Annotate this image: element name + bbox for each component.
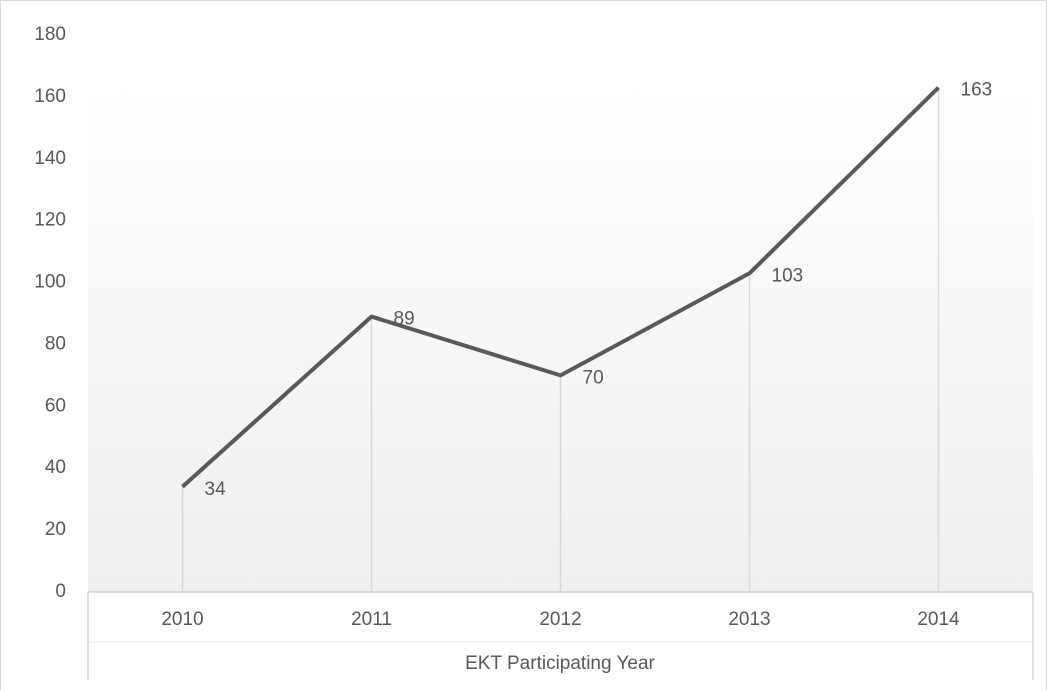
y-tick-label: 60	[45, 395, 66, 416]
y-tick-label: 140	[34, 148, 66, 169]
y-tick-label: 40	[45, 457, 66, 478]
y-tick-label: 100	[34, 272, 66, 293]
x-axis-title: EKT Participating Year	[465, 653, 655, 674]
data-label: 70	[583, 367, 604, 388]
y-tick-label: 180	[34, 24, 66, 45]
y-tick-label: 160	[34, 86, 66, 107]
x-tick-label: 2010	[161, 609, 203, 630]
y-tick-label: 0	[55, 581, 66, 602]
data-label: 163	[961, 80, 993, 101]
y-tick-label: 80	[45, 333, 66, 354]
x-tick-label: 2011	[351, 609, 392, 630]
x-tick-label: 2012	[539, 609, 581, 630]
data-label: 34	[205, 479, 227, 500]
y-tick-label: 20	[45, 519, 66, 540]
x-tick-label: 2013	[728, 609, 770, 630]
x-tick-label: 2014	[917, 609, 960, 630]
data-label: 103	[772, 265, 804, 286]
y-tick-label: 120	[34, 210, 66, 231]
data-line	[181, 86, 940, 489]
data-label: 89	[394, 309, 415, 330]
